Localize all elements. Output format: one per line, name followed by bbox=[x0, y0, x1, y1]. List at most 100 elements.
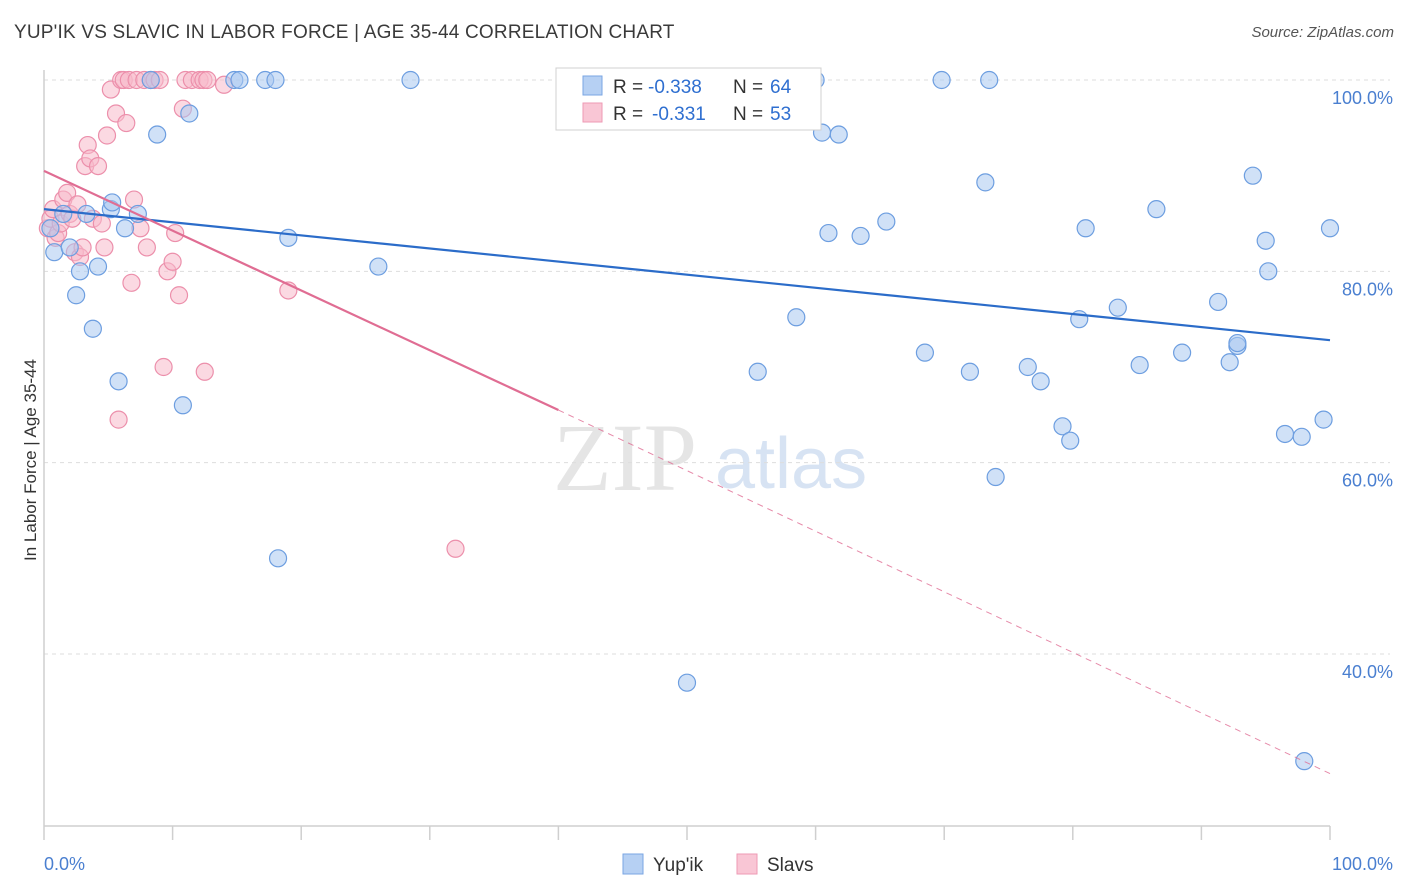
yupik-point bbox=[932, 70, 951, 90]
slavs-trend-line bbox=[43, 169, 559, 412]
slavs-point bbox=[122, 273, 141, 292]
chart-source: Source: ZipAtlas.com bbox=[1251, 24, 1394, 41]
yupik-point bbox=[1220, 353, 1239, 372]
yupik-point bbox=[60, 238, 79, 257]
yupik-point bbox=[877, 212, 896, 231]
yupik-point bbox=[88, 257, 108, 276]
x-tick-labels: 0.0% 100.0% bbox=[44, 854, 1393, 874]
yupik-point bbox=[41, 219, 60, 238]
yupik-point bbox=[369, 257, 388, 276]
yupik-points bbox=[41, 70, 1340, 771]
yupik-point bbox=[401, 70, 420, 90]
yupik-point bbox=[1147, 200, 1166, 219]
yupik-point bbox=[915, 343, 935, 362]
yupik-point bbox=[230, 70, 249, 90]
yupik-point bbox=[1292, 427, 1311, 446]
yupik-point bbox=[1209, 292, 1228, 312]
slavs-point bbox=[137, 238, 156, 257]
yupik-point bbox=[1320, 219, 1340, 238]
x-tick-label-min: 0.0% bbox=[44, 854, 85, 874]
legend-n-value-yupik: 64 bbox=[770, 77, 792, 98]
series-legend-swatch-slavs bbox=[736, 853, 758, 875]
slavs-point bbox=[198, 70, 217, 90]
slavs-point bbox=[195, 362, 214, 381]
chart-title: YUP'IK VS SLAVIC IN LABOR FORCE | AGE 35… bbox=[14, 22, 675, 43]
legend-r-value-slavs: -0.331 bbox=[652, 104, 706, 125]
yupik-point bbox=[1275, 424, 1295, 444]
y-tick-label: 80.0% bbox=[1342, 279, 1393, 299]
slavs-points bbox=[38, 70, 465, 558]
yupik-point bbox=[851, 226, 870, 246]
slavs-point bbox=[109, 410, 128, 429]
y-tick-label: 100.0% bbox=[1332, 88, 1393, 108]
slavs-point bbox=[163, 252, 182, 271]
slavs-point bbox=[95, 238, 114, 257]
yupik-point bbox=[54, 204, 73, 224]
yupik-point bbox=[1228, 333, 1247, 353]
yupik-point bbox=[1243, 166, 1262, 185]
yupik-point bbox=[1108, 298, 1127, 317]
yupik-point bbox=[787, 308, 806, 327]
yupik-point bbox=[1259, 262, 1278, 281]
yupik-point bbox=[148, 125, 167, 144]
yupik-point bbox=[986, 467, 1005, 487]
slavs-point bbox=[117, 113, 136, 133]
slavs-point bbox=[97, 126, 117, 145]
x-tick-label-max: 100.0% bbox=[1332, 854, 1393, 874]
yupik-point bbox=[829, 125, 848, 144]
yupik-point bbox=[960, 362, 980, 381]
yupik-point bbox=[83, 319, 102, 338]
yupik-point bbox=[115, 219, 135, 238]
yupik-trend-line bbox=[43, 208, 1331, 342]
yupik-point bbox=[748, 362, 767, 381]
grid-lines bbox=[44, 79, 1390, 655]
yupik-point bbox=[70, 262, 90, 281]
yupik-point bbox=[1018, 357, 1037, 377]
stats-legend: R = -0.338 N = 64 R = -0.331 N = 53 bbox=[555, 67, 822, 131]
yupik-point bbox=[1061, 431, 1080, 450]
yupik-point bbox=[1076, 219, 1095, 238]
y-axis-label: In Labor Force | Age 35-44 bbox=[21, 359, 40, 561]
yupik-point bbox=[976, 173, 995, 192]
series-legend-label-yupik: Yup'ik bbox=[653, 855, 704, 876]
legend-n-label-yupik: N = bbox=[733, 77, 763, 98]
legend-n-label-slavs: N = bbox=[733, 104, 763, 125]
yupik-point bbox=[1031, 372, 1050, 391]
yupik-point bbox=[173, 396, 192, 415]
series-legend: Yup'ik Slavs bbox=[622, 853, 813, 876]
yupik-point bbox=[279, 228, 298, 247]
yupik-point bbox=[266, 70, 285, 90]
yupik-point bbox=[980, 70, 999, 90]
axes bbox=[43, 70, 1331, 840]
legend-r-label-slavs: R = bbox=[613, 104, 643, 125]
series-legend-swatch-yupik bbox=[622, 853, 644, 875]
legend-swatch-slavs bbox=[582, 102, 603, 123]
slavs-point bbox=[154, 357, 173, 377]
yupik-point bbox=[268, 549, 288, 568]
legend-n-value-slavs: 53 bbox=[770, 104, 791, 125]
slavs-point bbox=[58, 183, 77, 202]
slavs-point bbox=[169, 286, 189, 305]
yupik-point bbox=[1173, 343, 1192, 362]
y-tick-labels: 40.0% 60.0% 80.0% 100.0% bbox=[1332, 88, 1393, 682]
yupik-point bbox=[1256, 231, 1275, 250]
yupik-point bbox=[1295, 752, 1314, 771]
slavs-point bbox=[446, 539, 465, 558]
watermark-zip: ZIP bbox=[553, 404, 697, 511]
yupik-point bbox=[180, 104, 199, 123]
legend-swatch-yupik bbox=[582, 75, 603, 96]
y-tick-label: 40.0% bbox=[1342, 662, 1393, 682]
trend-lines bbox=[43, 169, 1331, 775]
yupik-point bbox=[109, 372, 128, 391]
yupik-point bbox=[141, 70, 160, 90]
yupik-point bbox=[45, 243, 64, 262]
yupik-point bbox=[1130, 355, 1149, 375]
yupik-point bbox=[819, 223, 838, 243]
series-legend-label-slavs: Slavs bbox=[767, 855, 813, 876]
y-tick-label: 60.0% bbox=[1342, 471, 1393, 491]
yupik-point bbox=[1053, 417, 1072, 436]
slavs-point bbox=[88, 157, 108, 176]
yupik-point bbox=[67, 286, 86, 305]
legend-r-label-yupik: R = bbox=[613, 77, 643, 98]
